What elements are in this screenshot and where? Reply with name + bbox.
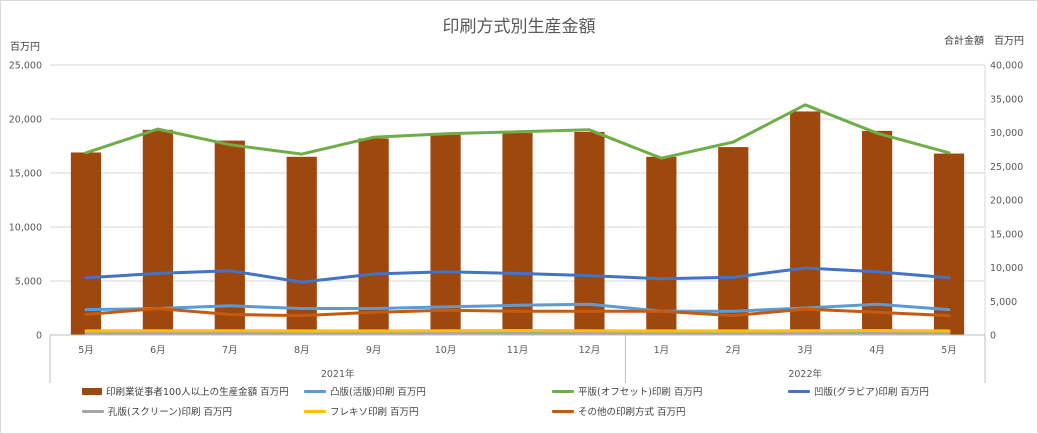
- y-left-tick-label: 15,000: [9, 169, 42, 180]
- left-axis-unit: 百万円: [10, 42, 40, 53]
- series-line: [84, 103, 951, 160]
- x-tick-label: 6月: [150, 345, 166, 356]
- y-right-tick-label: 10,000: [990, 263, 1023, 274]
- legend-swatch: [82, 409, 104, 413]
- x-tick-label: 12月: [579, 345, 601, 356]
- y-left-tick-label: 10,000: [9, 223, 42, 234]
- y-right-tick-label: 20,000: [990, 196, 1023, 207]
- x-tick-label: 5月: [941, 345, 957, 356]
- x-tick-label: 2月: [725, 345, 741, 356]
- x-tick-label: 5月: [78, 345, 94, 356]
- bar: [358, 138, 389, 335]
- y-left-tick-label: 25,000: [9, 61, 42, 72]
- legend-item: フレキソ印刷 百万円: [304, 404, 419, 418]
- bar: [430, 134, 461, 335]
- x-tick-label: 10月: [435, 345, 457, 356]
- legend-item: 平版(オフセット)印刷 百万円: [552, 384, 702, 398]
- y-right-tick-label: 40,000: [990, 61, 1023, 72]
- legend-label: 印刷業従事者100人以上の生産金額 百万円: [106, 387, 289, 398]
- legend-item: 凸版(活版)印刷 百万円: [304, 384, 426, 398]
- bar: [142, 129, 173, 335]
- y-right-tick-label: 35,000: [990, 94, 1023, 105]
- legend-label: その他の印刷方式 百万円: [578, 407, 686, 418]
- legend-swatch: [82, 387, 102, 395]
- series-line: [84, 307, 951, 318]
- bar: [214, 140, 245, 335]
- legend-swatch: [304, 389, 326, 393]
- bar: [286, 156, 317, 335]
- legend-label: 平版(オフセット)印刷 百万円: [578, 387, 703, 398]
- bar: [933, 153, 965, 335]
- bar: [790, 111, 821, 335]
- x-tick-label: 9月: [366, 345, 382, 356]
- legend-swatch: [552, 389, 574, 393]
- y-left-tick-label: 20,000: [9, 115, 42, 126]
- y-right-tick-label: 15,000: [990, 229, 1023, 240]
- x-tick-label: 3月: [797, 345, 813, 356]
- legend-label: 凸版(活版)印刷 百万円: [330, 387, 426, 398]
- legend-item: 印刷業従事者100人以上の生産金額 百万円: [82, 384, 289, 398]
- x-tick-label: 4月: [869, 345, 885, 356]
- legend-swatch: [304, 409, 326, 413]
- legend-label: フレキソ印刷 百万円: [330, 407, 419, 418]
- bar: [574, 131, 605, 335]
- chart-title: 印刷方式別生産金額: [442, 17, 596, 37]
- bar: [70, 152, 102, 335]
- y-right-tick-label: 30,000: [990, 128, 1023, 139]
- bar: [646, 156, 677, 335]
- legend-swatch: [552, 409, 574, 413]
- x-tick-label: 8月: [294, 345, 310, 356]
- legend-item: 孔版(スクリーン)印刷 百万円: [82, 404, 232, 418]
- y-left-tick-label: 5,000: [15, 277, 42, 288]
- x-group-label: 2021年: [321, 368, 355, 380]
- bar: [502, 133, 533, 335]
- x-tick-label: 1月: [654, 345, 670, 356]
- x-tick-label: 7月: [222, 345, 238, 356]
- right-axis-unit: 合計金額 百万円: [944, 36, 1024, 47]
- bar: [862, 130, 893, 335]
- legend-item: その他の印刷方式 百万円: [552, 404, 686, 418]
- bar: [718, 147, 749, 335]
- y-right-tick-label: 5,000: [990, 297, 1017, 308]
- legend-item: 凹版(グラビア)印刷 百万円: [788, 384, 929, 398]
- series-line: [84, 266, 951, 284]
- x-group-label: 2022年: [788, 368, 822, 380]
- y-right-tick-label: 0: [990, 331, 996, 342]
- y-left-tick-label: 0: [36, 331, 42, 342]
- y-right-tick-label: 25,000: [990, 162, 1023, 173]
- legend-label: 孔版(スクリーン)印刷 百万円: [108, 407, 232, 418]
- legend-swatch: [788, 389, 810, 393]
- legend-label: 凹版(グラビア)印刷 百万円: [814, 387, 929, 398]
- x-tick-label: 11月: [507, 345, 529, 356]
